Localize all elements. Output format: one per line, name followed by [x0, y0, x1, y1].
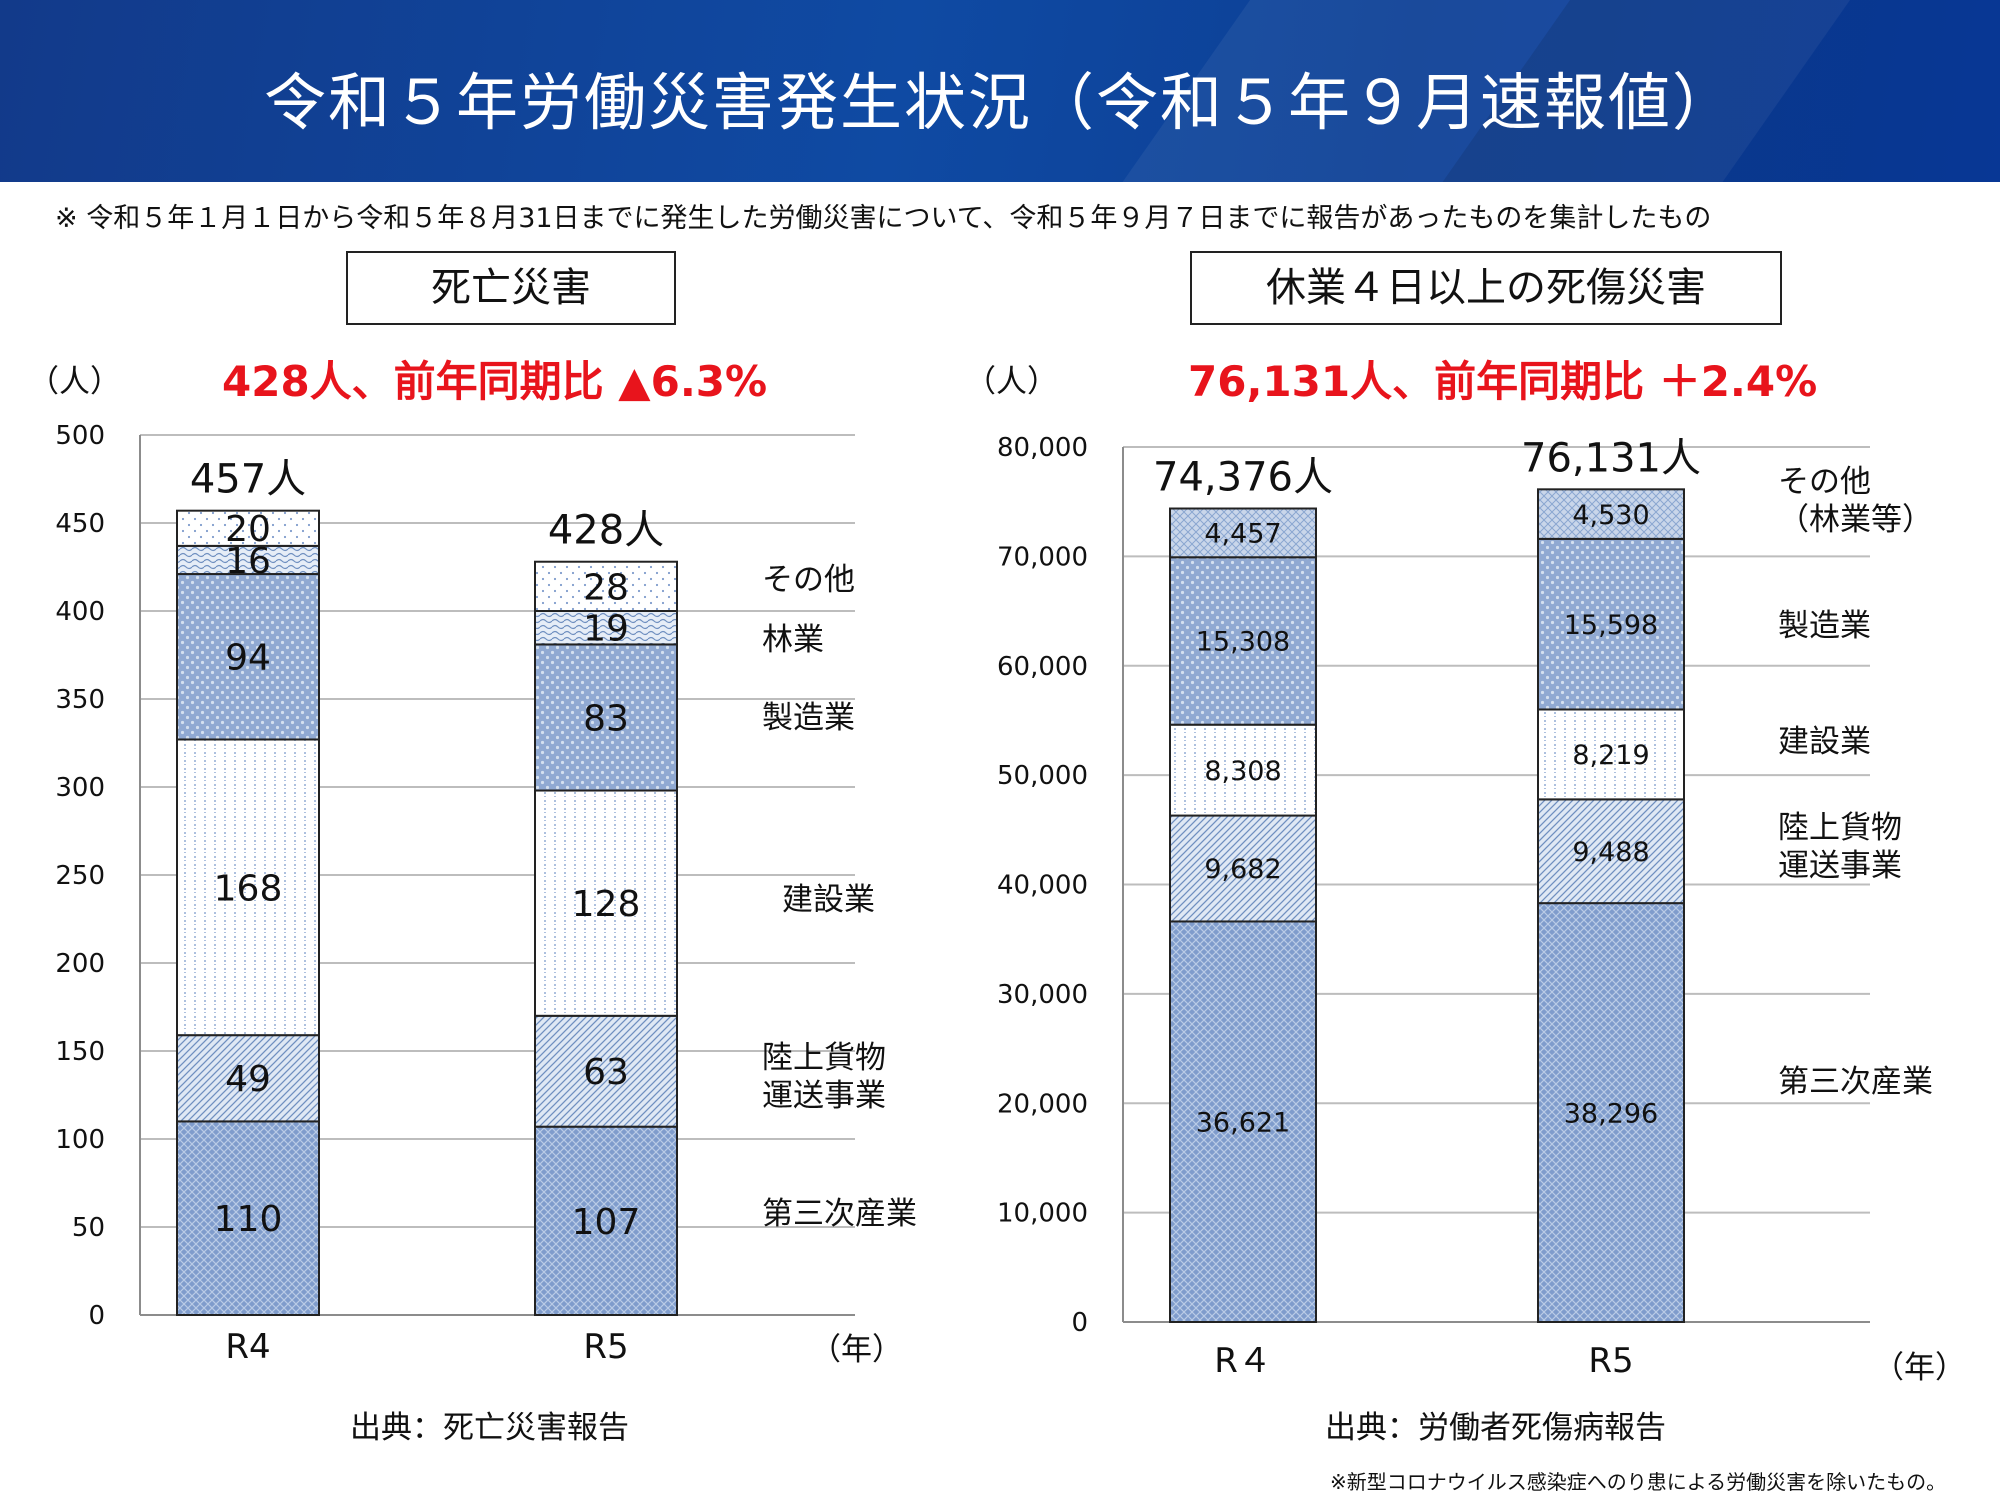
bar-segment — [534, 610, 678, 646]
bar-segment — [176, 1034, 320, 1123]
source-injury: 出典：労働者死傷病報告 — [1325, 1410, 1666, 1446]
segment-value-label: 36,621 — [1196, 1107, 1290, 1138]
x-tick-label: R5 — [1588, 1341, 1633, 1381]
series-label: 製造業 — [762, 700, 855, 736]
y-tick-label: 400 — [55, 597, 105, 627]
source-fatal: 出典：死亡災害報告 — [350, 1410, 629, 1446]
bar-total-label: 457人 — [190, 457, 306, 503]
y-tick-label: 10,000 — [997, 1199, 1088, 1229]
segment-value-label: 9,682 — [1204, 854, 1281, 885]
x-tick-label: R5 — [583, 1327, 628, 1367]
bar-segment — [1537, 708, 1685, 801]
header-banner: 令和５年労働災害発生状況（令和５年９月速報値） — [0, 0, 2000, 182]
fatal-accidents-chart: 0 50 100 150 200 250 300 350 400 450 500 （人） （年） 110 4… — [28, 364, 917, 1368]
bar-total-label: 74,376人 — [1153, 455, 1333, 501]
y-tick-label: 300 — [55, 773, 105, 803]
y-tick-label: 0 — [88, 1301, 105, 1331]
segment-value-label: 8,219 — [1572, 740, 1649, 771]
x-tick-label: R４ — [1214, 1341, 1272, 1381]
y-tick-label: 0 — [1071, 1308, 1088, 1338]
bar-segment — [534, 789, 678, 1017]
bar-segment — [534, 1014, 678, 1128]
segment-value-label: 15,308 — [1196, 627, 1290, 658]
page-title: 令和５年労働災害発生状況（令和５年９月速報値） — [263, 66, 1736, 139]
bar-segment — [176, 573, 320, 741]
series-label: 第三次産業 — [1778, 1064, 1933, 1100]
y-tick-label: 20,000 — [997, 1089, 1088, 1119]
bar-segment — [176, 509, 320, 547]
segment-value-label: 28 — [583, 567, 629, 608]
y-tick-label: 70,000 — [997, 542, 1088, 572]
headline-injury: 76,131人、前年同期比 ＋2.4% — [1188, 357, 1818, 406]
bar-segment — [534, 560, 678, 612]
x-axis-unit: （年） — [810, 1332, 903, 1368]
y-tick-label: 30,000 — [997, 980, 1088, 1010]
y-tick-label: 200 — [55, 949, 105, 979]
segment-value-label: 38,296 — [1564, 1098, 1658, 1129]
y-tick-label: 100 — [55, 1125, 105, 1155]
y-tick-label: 250 — [55, 861, 105, 891]
bar-segment — [176, 1120, 320, 1317]
aggregation-note: ※ 令和５年１月１日から令和５年８月31日までに発生した労働災害について、令和５… — [55, 203, 1712, 234]
y-tick-label: 500 — [55, 421, 105, 451]
y-tick-label: 450 — [55, 509, 105, 539]
series-label: 建設業 — [782, 882, 875, 918]
segment-value-label: 128 — [572, 884, 641, 925]
bar-segment — [1537, 488, 1685, 540]
segment-value-label: 16 — [225, 541, 271, 582]
series-label: 林業 — [762, 622, 824, 658]
bar-segment — [1537, 902, 1685, 1323]
segment-value-label: 20 — [225, 509, 271, 550]
y-axis-unit: （人） — [28, 364, 121, 400]
y-tick-label: 50 — [72, 1213, 105, 1243]
series-label: その他 — [762, 562, 855, 598]
segment-value-label: 110 — [214, 1199, 283, 1240]
bar-total-label: 76,131人 — [1521, 435, 1701, 481]
y-tick-label: 350 — [55, 685, 105, 715]
series-label: 製造業 — [1778, 608, 1871, 644]
segment-value-label: 107 — [572, 1202, 641, 1243]
segment-value-label: 19 — [583, 609, 629, 650]
series-label: 陸上貨物運送事業 — [762, 1040, 886, 1114]
segment-value-label: 49 — [225, 1059, 271, 1100]
x-tick-label: R4 — [225, 1327, 270, 1367]
segment-value-label: 4,530 — [1572, 500, 1649, 531]
footnote: ※新型コロナウイルス感染症へのり患による労働災害を除いたもの。 — [1330, 1470, 1947, 1494]
bar-segment — [176, 738, 320, 1037]
series-label: その他（林業等） — [1778, 464, 1933, 538]
chart-title-fatal: 死亡災害 — [346, 251, 676, 325]
bar-segment — [1169, 507, 1317, 559]
segment-value-label: 15,598 — [1564, 610, 1658, 641]
series-label: 第三次産業 — [762, 1196, 917, 1232]
segment-value-label: 8,308 — [1204, 756, 1281, 787]
headline-fatal: 428人、前年同期比 ▲6.3% — [222, 357, 768, 406]
segment-value-label: 168 — [214, 868, 283, 909]
segment-value-label: 9,488 — [1572, 837, 1649, 868]
injury-accidents-chart: 0 10,000 20,000 30,000 40,000 50,000 60,000 70,… — [965, 364, 1966, 1386]
y-tick-label: 50,000 — [997, 761, 1088, 791]
x-axis-unit: （年） — [1873, 1350, 1966, 1386]
series-label: 陸上貨物運送事業 — [1778, 810, 1902, 884]
y-tick-label: 40,000 — [997, 871, 1088, 901]
y-tick-label: 60,000 — [997, 652, 1088, 682]
segment-value-label: 63 — [583, 1052, 629, 1093]
bar-segment — [1169, 814, 1317, 923]
bar-segment — [1169, 723, 1317, 817]
bar-segment — [1537, 537, 1685, 711]
bar-total-label: 428人 — [548, 508, 664, 554]
bar-segment — [176, 544, 320, 576]
chart-title-injury: 休業４日以上の死傷災害 — [1190, 251, 1782, 325]
y-tick-label: 150 — [55, 1037, 105, 1067]
segment-value-label: 4,457 — [1204, 519, 1281, 550]
y-axis-unit: （人） — [965, 364, 1058, 400]
segment-value-label: 94 — [225, 638, 271, 679]
series-label: 建設業 — [1778, 724, 1871, 760]
bar-segment — [1537, 798, 1685, 905]
y-tick-label: 80,000 — [997, 433, 1088, 463]
segment-value-label: 83 — [583, 698, 629, 739]
bar-segment — [534, 643, 678, 792]
